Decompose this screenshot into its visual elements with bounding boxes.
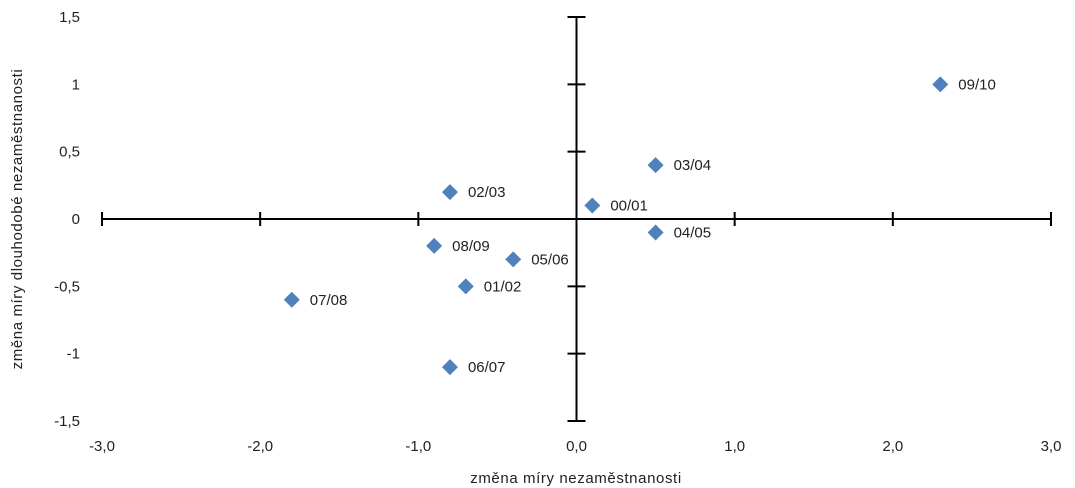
- y-tick-label: 1: [72, 76, 80, 93]
- data-point-label: 08/09: [452, 238, 490, 255]
- x-tick-label: 0,0: [566, 438, 587, 455]
- x-tick-label: -3,0: [89, 438, 115, 455]
- data-point-marker: [457, 278, 474, 295]
- x-tick-label: -2,0: [247, 438, 273, 455]
- y-tick-labels: -1,5 -1 -0,5 0 0,5 1 1,5: [54, 9, 80, 430]
- x-axis-title: změna míry nezaměstnanosti: [470, 470, 682, 487]
- data-point-label: 02/03: [468, 184, 506, 201]
- data-point-label: 00/01: [610, 198, 648, 215]
- data-point-label: 07/08: [310, 292, 348, 309]
- y-tick-label: -0,5: [54, 278, 80, 295]
- data-point-label: 06/07: [468, 359, 506, 376]
- y-tick-label: 1,5: [59, 9, 80, 26]
- data-point-label: 09/10: [958, 76, 996, 93]
- data-point-marker: [505, 251, 522, 268]
- data-point-marker: [584, 197, 601, 214]
- data-point-marker: [647, 157, 664, 174]
- data-point-marker: [283, 291, 300, 308]
- y-tick-label: 0,5: [59, 144, 80, 161]
- data-point-marker: [932, 76, 949, 93]
- y-axis-title: změna míry dlouhodobé nezaměstnanosti: [9, 69, 26, 370]
- x-tick-label: 3,0: [1041, 438, 1062, 455]
- x-tick-label: 2,0: [882, 438, 903, 455]
- y-tick-label: -1: [67, 346, 80, 363]
- data-points: 00/01 01/02 02/03 03/04 04/05 05/06 06/07 07/08…: [283, 76, 996, 376]
- data-point-marker: [441, 184, 458, 201]
- data-point-label: 03/04: [674, 157, 712, 174]
- y-tick-label: -1,5: [54, 413, 80, 430]
- data-point-label: 04/05: [674, 224, 712, 241]
- data-point-marker: [441, 359, 458, 376]
- data-point-marker: [426, 237, 443, 254]
- x-tick-label: 1,0: [724, 438, 745, 455]
- x-tick-label: -1,0: [405, 438, 431, 455]
- data-point-marker: [647, 224, 664, 241]
- y-tick-label: 0: [72, 211, 80, 228]
- data-point-label: 05/06: [531, 251, 569, 268]
- x-tick-labels: -3,0 -2,0 -1,0 0,0 1,0 2,0 3,0: [89, 438, 1061, 455]
- data-point-label: 01/02: [484, 278, 522, 295]
